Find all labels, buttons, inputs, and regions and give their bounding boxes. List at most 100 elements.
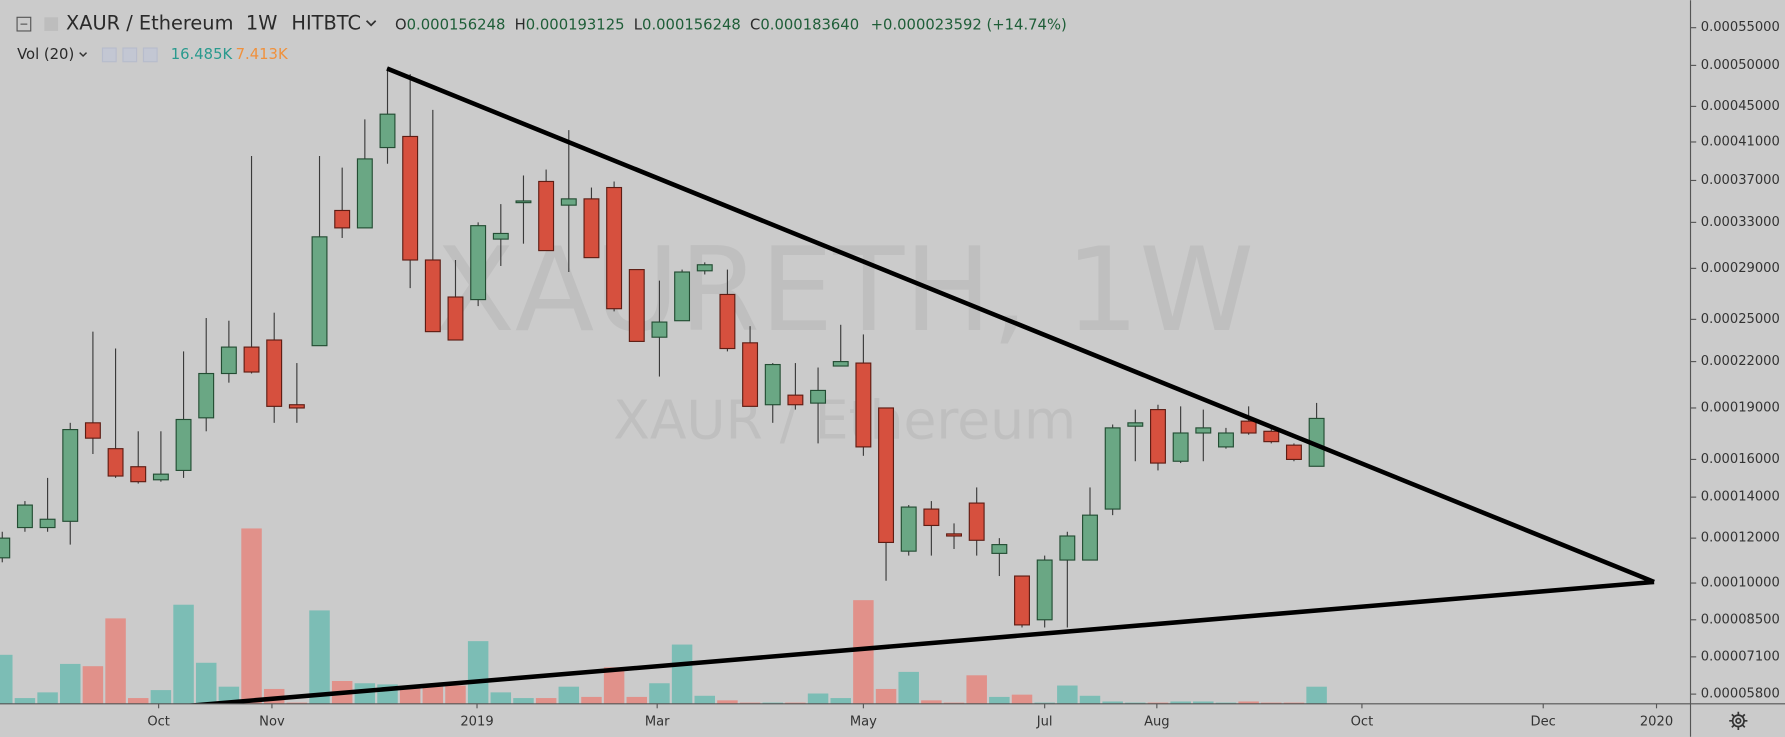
volume-bar [921, 700, 942, 704]
volume-bar [1238, 701, 1259, 704]
candle-body [900, 506, 917, 552]
candle-body [84, 422, 101, 439]
y-tick-label: 0.00007100 [1701, 649, 1780, 664]
volume-bar [399, 686, 421, 704]
volume-bar [581, 696, 602, 704]
y-tick-label: 0.00012000 [1701, 531, 1780, 546]
x-tick-label: Mar [645, 714, 670, 729]
volume-bar [1011, 694, 1033, 704]
candle-body [175, 418, 192, 471]
candle-body [1195, 427, 1212, 434]
chevron[interactable] [79, 52, 88, 58]
volume-ma: 7.413K [236, 46, 288, 63]
candle-body [1263, 430, 1280, 443]
collapse-button[interactable] [16, 16, 32, 32]
candle-body [220, 346, 237, 375]
x-tick-label: Nov [259, 714, 285, 729]
y-tick-label: 0.00022000 [1701, 354, 1780, 369]
volume-bar [490, 692, 512, 704]
candle-body [742, 342, 759, 407]
candle-body [810, 389, 827, 404]
watermark-subtitle: XAUR / Ethereum [613, 388, 1076, 451]
candle-body [583, 198, 600, 259]
trend-line [386, 66, 1655, 585]
volume-bar [626, 696, 648, 704]
y-tick-label: 0.00025000 [1701, 312, 1780, 327]
candle-body [832, 361, 849, 367]
candle-body [538, 180, 555, 252]
candle-body [1285, 444, 1302, 460]
candle-body [16, 504, 33, 529]
y-tick-label: 0.00010000 [1701, 576, 1780, 591]
candle-body [878, 407, 895, 544]
candle-body [764, 363, 781, 406]
volume-bar [898, 671, 919, 704]
x-tick-label: 2020 [1640, 714, 1673, 729]
volume-bar [218, 686, 240, 704]
candle-body [1082, 514, 1098, 561]
ohlc-value: 0.000156248 [407, 16, 506, 33]
candle-body [492, 232, 509, 240]
candle-body [334, 209, 351, 229]
change: +0.000023592 (+14.74%) [871, 16, 1067, 33]
candle-body [674, 271, 691, 322]
y-tick-label: 0.00041000 [1701, 134, 1780, 149]
ohlc-label: H [515, 16, 526, 33]
candle-body [1240, 420, 1257, 434]
candle-body [991, 544, 1008, 554]
settings-button[interactable] [122, 47, 138, 63]
volume-bar [467, 641, 489, 704]
volume-bar [1102, 701, 1123, 704]
watermark-title: XAURETH, 1W [435, 223, 1254, 358]
candle-body [1150, 409, 1166, 464]
chevron[interactable] [365, 20, 377, 27]
candle-body [288, 404, 305, 409]
volume-bar [82, 666, 104, 704]
candle-body [0, 537, 11, 559]
candle-body [1172, 432, 1189, 462]
candle-body [402, 135, 419, 261]
candle-body [560, 198, 577, 206]
volume-bar [717, 700, 738, 704]
volume-bar [173, 604, 194, 704]
candle-body [1127, 422, 1144, 427]
volume-bar [445, 685, 466, 704]
ohlc-value: 0.000156248 [642, 16, 741, 33]
volume-bar [150, 690, 172, 704]
candle-body [1036, 559, 1053, 621]
x-tick-label: Oct [147, 714, 170, 729]
volume-bar [603, 667, 625, 704]
volume-value: 16.485K [171, 46, 233, 63]
volume-bar [14, 698, 36, 704]
volume-bar [309, 610, 330, 704]
candle-pane [0, 67, 1325, 628]
eye-button[interactable] [101, 47, 117, 63]
candle-body [719, 293, 736, 350]
candle-body [379, 113, 396, 149]
y-tick-label: 0.00037000 [1701, 173, 1780, 188]
volume-bar [694, 695, 716, 704]
symbol[interactable]: XAUR / Ethereum [66, 12, 233, 35]
volume-bar [513, 698, 534, 704]
volume-bar [558, 686, 580, 704]
volume-bar [1079, 695, 1101, 704]
candle-body [515, 200, 532, 204]
candle-body [39, 518, 56, 529]
exchange[interactable]: HITBTC [291, 12, 361, 35]
volume-bar [649, 683, 670, 704]
remove-button[interactable] [142, 47, 158, 63]
candle-body [311, 236, 328, 347]
interval[interactable]: 1W [246, 12, 277, 35]
volume-bar [875, 688, 897, 704]
candle-body [696, 264, 713, 272]
candle-body [470, 225, 487, 301]
volume-name[interactable]: Vol (20) [17, 46, 74, 63]
volume-bar [671, 644, 693, 704]
y-tick-label: 0.00016000 [1701, 452, 1780, 467]
ohlc-legend: O0.000156248 H0.000193125 L0.000156248 C… [395, 16, 1067, 33]
candle-body [107, 448, 124, 477]
y-tick-label: 0.00050000 [1701, 58, 1780, 73]
settings-button[interactable] [1729, 711, 1748, 730]
volume-bar [0, 654, 13, 704]
